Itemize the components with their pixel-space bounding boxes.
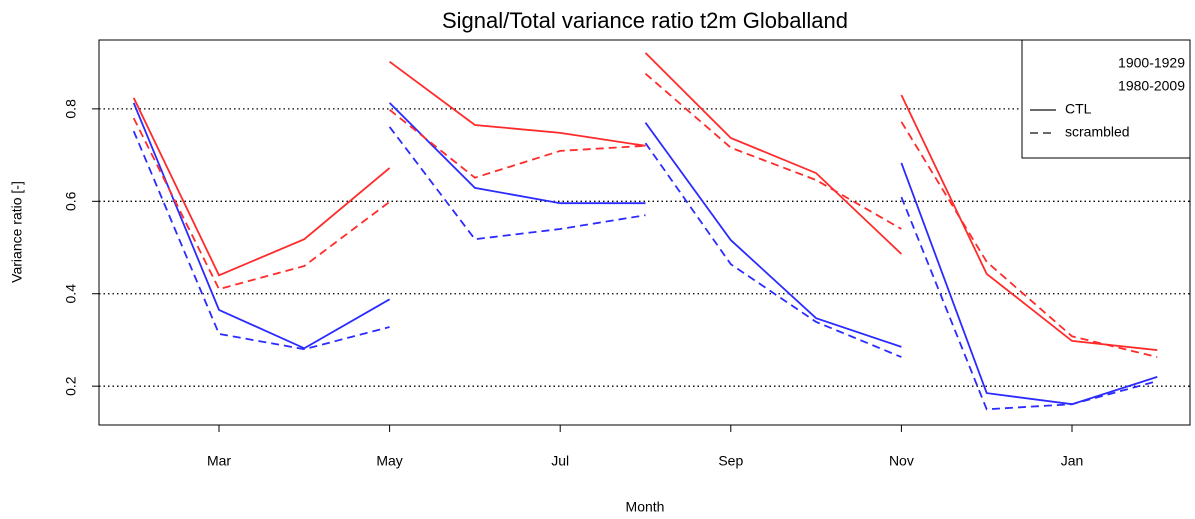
y-tick-label: 0.4 bbox=[63, 284, 79, 304]
x-tick-label: Jul bbox=[551, 453, 569, 469]
series-line bbox=[388, 126, 646, 241]
x-tick-label: Jan bbox=[1061, 453, 1084, 469]
legend-label: 1980-2009 bbox=[1118, 78, 1185, 94]
x-tick-label: Mar bbox=[207, 453, 231, 469]
series-line bbox=[644, 73, 902, 230]
x-tick-label: Sep bbox=[718, 453, 743, 469]
legend-label: scrambled bbox=[1065, 124, 1130, 140]
series-line bbox=[644, 52, 903, 255]
series-line bbox=[132, 97, 391, 277]
series-line bbox=[132, 102, 391, 350]
legend-label: CTL bbox=[1065, 101, 1092, 117]
y-axis-label: Variance ratio [-] bbox=[9, 181, 25, 283]
series-line bbox=[132, 117, 391, 291]
x-axis-label: Month bbox=[626, 499, 665, 515]
series-line bbox=[644, 142, 902, 358]
series-line bbox=[900, 94, 1158, 351]
series-line bbox=[900, 196, 1158, 411]
y-tick-label: 0.2 bbox=[63, 376, 79, 396]
series-line bbox=[389, 109, 646, 179]
legend-label: 1900-1929 bbox=[1118, 55, 1185, 71]
y-tick-label: 0.6 bbox=[63, 191, 79, 211]
y-tick-label: 0.8 bbox=[63, 99, 79, 119]
x-tick-label: Nov bbox=[889, 453, 914, 469]
series-line bbox=[644, 122, 902, 348]
series-line bbox=[900, 121, 1158, 358]
series-line bbox=[900, 162, 1158, 406]
series-line bbox=[132, 130, 390, 351]
plot-frame bbox=[98, 39, 1191, 426]
legend-box bbox=[1021, 39, 1191, 159]
series-line bbox=[388, 102, 646, 205]
x-tick-label: May bbox=[376, 453, 402, 469]
chart-title: Signal/Total variance ratio t2m Globalla… bbox=[442, 8, 848, 33]
series-line bbox=[389, 60, 646, 147]
